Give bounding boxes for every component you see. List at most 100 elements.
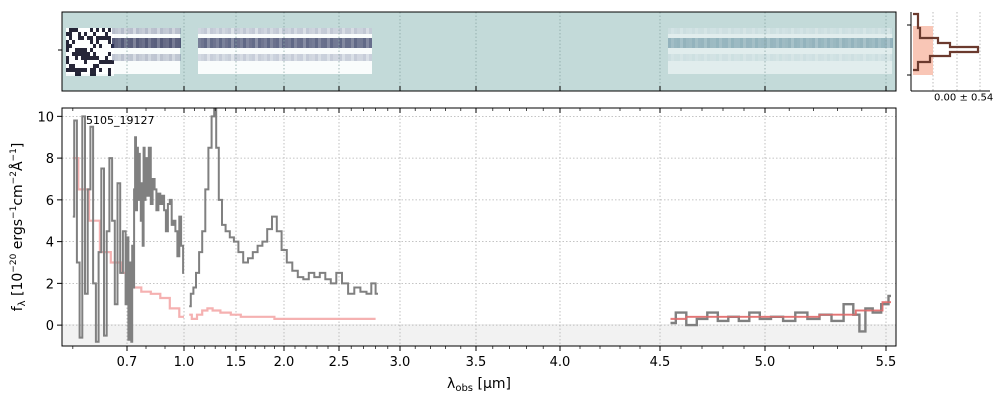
twod-noise-pixel (93, 64, 96, 68)
twod-pixel (252, 38, 255, 48)
twod-pixel (124, 38, 127, 48)
twod-pixel (175, 28, 178, 34)
twod-pixel (857, 54, 860, 61)
twod-pixel (273, 28, 276, 34)
twod-pixel (297, 54, 300, 61)
twod-pixel (671, 54, 674, 61)
twod-pixel (755, 28, 758, 34)
twod-pixel (333, 54, 336, 61)
twod-pixel (830, 28, 833, 34)
twod-noise-pixel (78, 64, 81, 68)
twod-pixel (863, 54, 866, 61)
twod-noise-pixel (93, 48, 96, 52)
twod-pixel (169, 54, 172, 61)
twod-noise-pixel (108, 56, 111, 60)
twod-noise-pixel (99, 52, 102, 56)
twod-pixel (785, 54, 788, 61)
twod-noise-pixel (102, 32, 105, 36)
twod-noise-pixel (99, 60, 102, 64)
twod-pixel (770, 54, 773, 61)
twod-pixel (821, 54, 824, 61)
twod-noise-pixel (108, 64, 111, 68)
twod-pixel (198, 38, 201, 48)
twod-pixel (354, 28, 357, 34)
y-tick-label: 4 (46, 236, 54, 251)
twod-pixel (704, 38, 707, 48)
twod-pixel (360, 28, 363, 34)
twod-pixel (139, 38, 142, 48)
twod-noise-pixel (72, 72, 75, 76)
twod-pixel (791, 54, 794, 61)
twod-noise-pixel (108, 48, 111, 52)
twod-noise-pixel (81, 40, 84, 44)
twod-pixel (848, 54, 851, 61)
twod-pixel (246, 38, 249, 48)
twod-pixel (830, 38, 833, 48)
twod-noise-pixel (72, 32, 75, 36)
twod-pixel (264, 54, 267, 61)
twod-noise-pixel (69, 28, 72, 32)
twod-pixel (695, 28, 698, 34)
twod-noise-pixel (102, 44, 105, 48)
twod-noise-pixel (69, 72, 72, 76)
twod-pixel (737, 54, 740, 61)
twod-pixel (728, 54, 731, 61)
twod-pixel (737, 28, 740, 34)
twod-pixel (330, 28, 333, 34)
twod-noise-pixel (93, 28, 96, 32)
twod-pixel (336, 54, 339, 61)
twod-pixel (812, 54, 815, 61)
twod-noise-pixel (96, 64, 99, 68)
twod-noise-pixel (87, 44, 90, 48)
twod-noise-pixel (102, 64, 105, 68)
twod-pixel (136, 28, 139, 34)
twod-pixel (366, 28, 369, 34)
twod-noise-pixel (108, 68, 111, 72)
twod-pixel (285, 38, 288, 48)
twod-noise-pixel (75, 52, 78, 56)
twod-pixel (872, 38, 875, 48)
twod-noise-pixel (102, 28, 105, 32)
twod-pixel (154, 28, 157, 34)
twod-noise-pixel (75, 28, 78, 32)
twod-pixel (130, 28, 133, 34)
twod-noise-pixel (87, 72, 90, 76)
twod-pixel (222, 38, 225, 48)
twod-noise-pixel (78, 48, 81, 52)
twod-pixel (767, 54, 770, 61)
twod-pixel (779, 54, 782, 61)
twod-noise-pixel (96, 68, 99, 72)
twod-pixel (115, 38, 118, 48)
twod-pixel (222, 54, 225, 61)
twod-pixel (857, 28, 860, 34)
twod-frame (61, 11, 897, 92)
twod-pixel (204, 28, 207, 34)
twod-pixel (213, 28, 216, 34)
twod-pixel (782, 54, 785, 61)
twod-pixel (360, 54, 363, 61)
twod-pixel (240, 28, 243, 34)
twod-spectrum-panel (58, 11, 897, 92)
twod-pixel (833, 38, 836, 48)
twod-noise-pixel (81, 48, 84, 52)
twod-noise-pixel (75, 48, 78, 52)
twod-noise-pixel (81, 44, 84, 48)
twod-pixel (225, 28, 228, 34)
twod-pixel (357, 28, 360, 34)
twod-pixel (839, 28, 842, 34)
twod-pixel (680, 54, 683, 61)
twod-noise-pixel (78, 72, 81, 76)
twod-pixel (178, 28, 181, 34)
twod-pixel (839, 38, 842, 48)
twod-noise-pixel (105, 28, 108, 32)
twod-noise-pixel (108, 52, 111, 56)
twod-pixel (219, 38, 222, 48)
twod-pixel (821, 28, 824, 34)
twod-pixel (713, 28, 716, 34)
twod-pixel (207, 28, 210, 34)
twod-noise-pixel (66, 32, 69, 36)
twod-pixel (842, 38, 845, 48)
twod-noise-pixel (75, 44, 78, 48)
twod-pixel (791, 28, 794, 34)
